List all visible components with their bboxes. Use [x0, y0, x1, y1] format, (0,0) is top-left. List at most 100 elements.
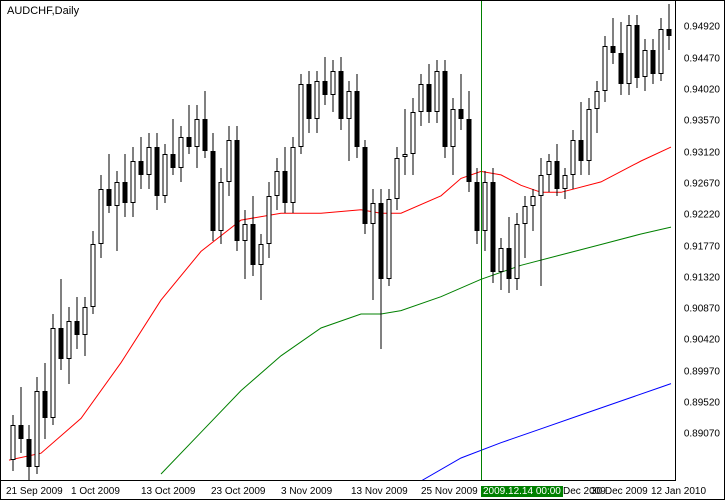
candle[interactable]	[401, 109, 408, 175]
candle[interactable]	[17, 387, 24, 453]
candle[interactable]	[417, 74, 424, 126]
candle[interactable]	[265, 182, 272, 259]
candle[interactable]	[345, 81, 352, 161]
candle[interactable]	[41, 363, 48, 440]
ma-line	[161, 227, 671, 474]
candle[interactable]	[513, 213, 520, 290]
candle[interactable]	[65, 307, 72, 384]
candle[interactable]	[641, 39, 648, 91]
chart-plot-area[interactable]	[1, 1, 676, 481]
candle[interactable]	[457, 74, 464, 130]
candle[interactable]	[105, 154, 112, 213]
candle[interactable]	[433, 60, 440, 123]
candle[interactable]	[385, 189, 392, 286]
candle[interactable]	[201, 91, 208, 157]
candle[interactable]	[121, 154, 128, 217]
candle[interactable]	[369, 189, 376, 300]
candle[interactable]	[49, 314, 56, 425]
candle[interactable]	[537, 158, 544, 287]
candle[interactable]	[273, 158, 280, 210]
candle[interactable]	[233, 126, 240, 251]
candle[interactable]	[297, 74, 304, 154]
candle[interactable]	[89, 231, 96, 314]
y-tick-label: 0.94020	[684, 85, 720, 96]
y-tick-label: 0.93570	[684, 116, 720, 127]
candle[interactable]	[25, 425, 32, 481]
candle[interactable]	[217, 168, 224, 245]
candle[interactable]	[577, 102, 584, 175]
candle[interactable]	[137, 137, 144, 189]
candle[interactable]	[649, 39, 656, 84]
x-axis: 21 Sep 20091 Oct 200913 Oct 200923 Oct 2…	[1, 480, 676, 499]
candle[interactable]	[425, 64, 432, 123]
candle[interactable]	[81, 297, 88, 356]
x-tick-label: 13 Nov 2009	[351, 486, 408, 497]
candle[interactable]	[305, 71, 312, 134]
candle[interactable]	[329, 60, 336, 112]
candle[interactable]	[441, 60, 448, 157]
candle[interactable]	[617, 22, 624, 95]
candle[interactable]	[153, 133, 160, 210]
candle[interactable]	[129, 147, 136, 217]
candle[interactable]	[473, 168, 480, 245]
candle[interactable]	[361, 140, 368, 234]
candle[interactable]	[289, 137, 296, 214]
candle[interactable]	[665, 4, 672, 49]
candle[interactable]	[161, 144, 168, 203]
candle[interactable]	[321, 57, 328, 106]
candle[interactable]	[73, 297, 80, 349]
candle[interactable]	[393, 147, 400, 210]
candle[interactable]	[313, 71, 320, 134]
candle[interactable]	[145, 133, 152, 189]
candle[interactable]	[241, 210, 248, 280]
candle[interactable]	[553, 144, 560, 196]
candle[interactable]	[529, 189, 536, 231]
candle[interactable]	[465, 91, 472, 192]
y-tick-label: 0.89520	[684, 398, 720, 409]
x-tick-label: 21 Sep 2009	[6, 486, 63, 497]
x-tick-label: 30 Dec 2009	[591, 486, 648, 497]
candle[interactable]	[601, 36, 608, 102]
x-tick-label: 25 Nov 2009	[421, 486, 478, 497]
candle[interactable]	[257, 234, 264, 300]
candle[interactable]	[193, 105, 200, 168]
candle[interactable]	[593, 81, 600, 133]
candle[interactable]	[497, 238, 504, 290]
y-tick-label: 0.91770	[684, 241, 720, 252]
candle[interactable]	[377, 189, 384, 349]
candle[interactable]	[281, 147, 288, 213]
candle[interactable]	[561, 168, 568, 199]
candle[interactable]	[185, 105, 192, 154]
y-tick-label: 0.94920	[684, 22, 720, 33]
x-tick-label: 13 Oct 2009	[141, 486, 195, 497]
candle[interactable]	[545, 154, 552, 192]
candle[interactable]	[337, 57, 344, 130]
candle[interactable]	[625, 15, 632, 95]
candle[interactable]	[609, 18, 616, 63]
candle[interactable]	[505, 217, 512, 294]
y-tick-label: 0.90420	[684, 335, 720, 346]
candle[interactable]	[633, 15, 640, 88]
candle[interactable]	[353, 74, 360, 157]
candle[interactable]	[97, 175, 104, 258]
candle[interactable]	[169, 119, 176, 175]
candle[interactable]	[409, 98, 416, 175]
ma-line	[421, 384, 671, 481]
candle[interactable]	[9, 415, 16, 471]
candle[interactable]	[521, 196, 528, 259]
candle[interactable]	[569, 130, 576, 189]
candle[interactable]	[33, 377, 40, 474]
candle[interactable]	[489, 168, 496, 283]
candle[interactable]	[57, 279, 64, 369]
y-tick-label: 0.91320	[684, 272, 720, 283]
candle[interactable]	[449, 98, 456, 175]
candle[interactable]	[249, 196, 256, 276]
candle[interactable]	[585, 98, 592, 175]
candle[interactable]	[209, 133, 216, 241]
candle[interactable]	[225, 126, 232, 196]
candle[interactable]	[113, 171, 120, 251]
candle[interactable]	[481, 171, 488, 251]
candle[interactable]	[177, 126, 184, 182]
candle[interactable]	[657, 18, 664, 81]
y-tick-label: 0.89070	[684, 429, 720, 440]
